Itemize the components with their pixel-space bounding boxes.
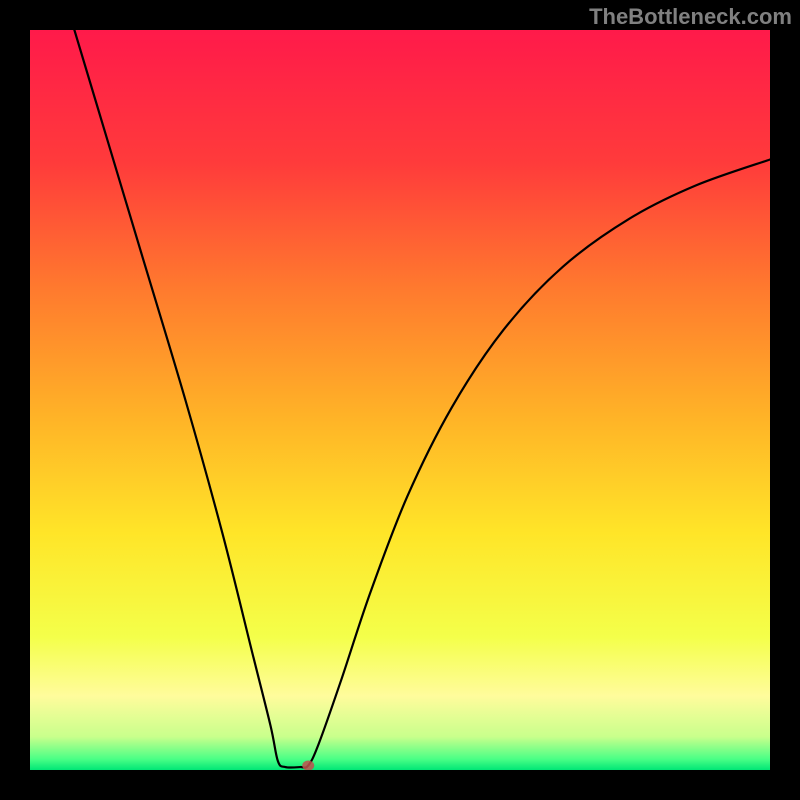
optimal-point-marker (302, 761, 314, 770)
bottleneck-curve (74, 30, 770, 768)
plot-area (30, 30, 770, 770)
watermark-text: TheBottleneck.com (589, 4, 792, 30)
chart-svg (30, 30, 770, 770)
figure-container: TheBottleneck.com (0, 0, 800, 800)
